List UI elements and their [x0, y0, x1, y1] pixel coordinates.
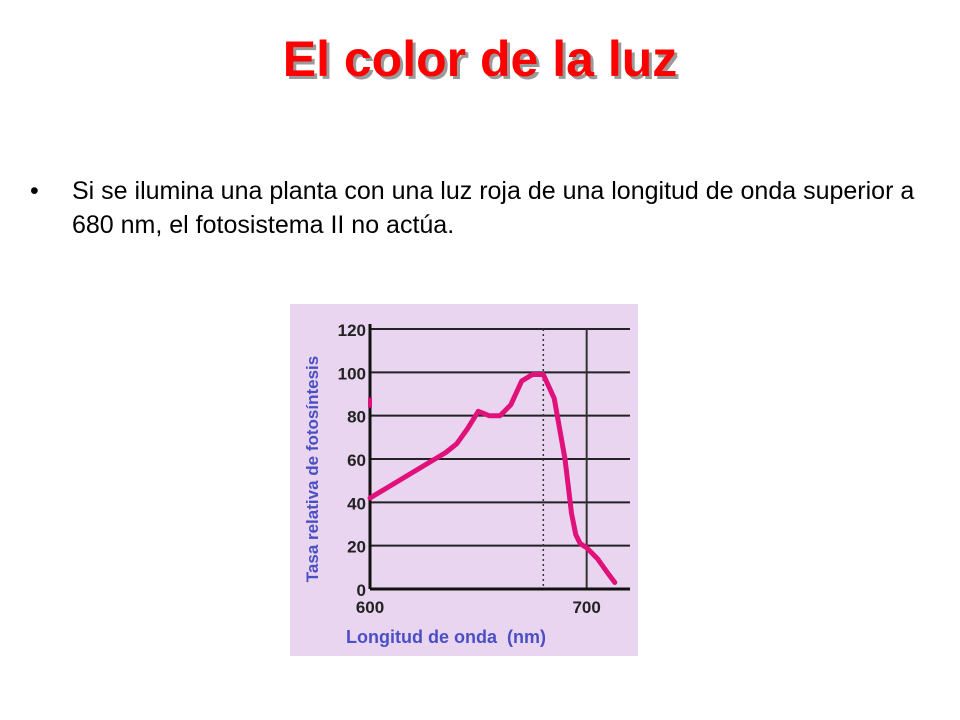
chart-background [290, 304, 638, 656]
series-layer [367, 372, 618, 585]
y-tick-label: 20 [347, 538, 366, 557]
bullet-item: • Si se ilumina una planta con una luz r… [30, 174, 930, 242]
chart-svg: 0 20 40 60 80 100 120 600 700 Tasa relativa de f… [290, 304, 638, 656]
y-tick-label: 120 [338, 321, 366, 340]
y-tick-label: 40 [347, 494, 366, 513]
y-tick-label: 60 [347, 451, 366, 470]
x-tick-label: 600 [356, 598, 384, 617]
bullet-dot: • [30, 177, 39, 205]
x-axis-label: Longitud de onda (nm) [346, 627, 546, 647]
bullet-text: Si se ilumina una planta con una luz roj… [72, 177, 915, 239]
x-tick-label: 700 [572, 598, 600, 617]
y-tick-label: 100 [338, 364, 366, 383]
slide-title: El color de la luz [282, 31, 678, 87]
photosynthesis-chart: 0 20 40 60 80 100 120 600 700 Tasa relativa de f… [290, 304, 638, 656]
y-tick-label: 80 [347, 408, 366, 427]
axes [368, 324, 630, 591]
y-axis-label: Tasa relativa de fotosíntesis [303, 356, 322, 582]
y-tick-label: 0 [357, 581, 366, 600]
tick-labels: 0 20 40 60 80 100 120 600 700 [338, 321, 601, 617]
